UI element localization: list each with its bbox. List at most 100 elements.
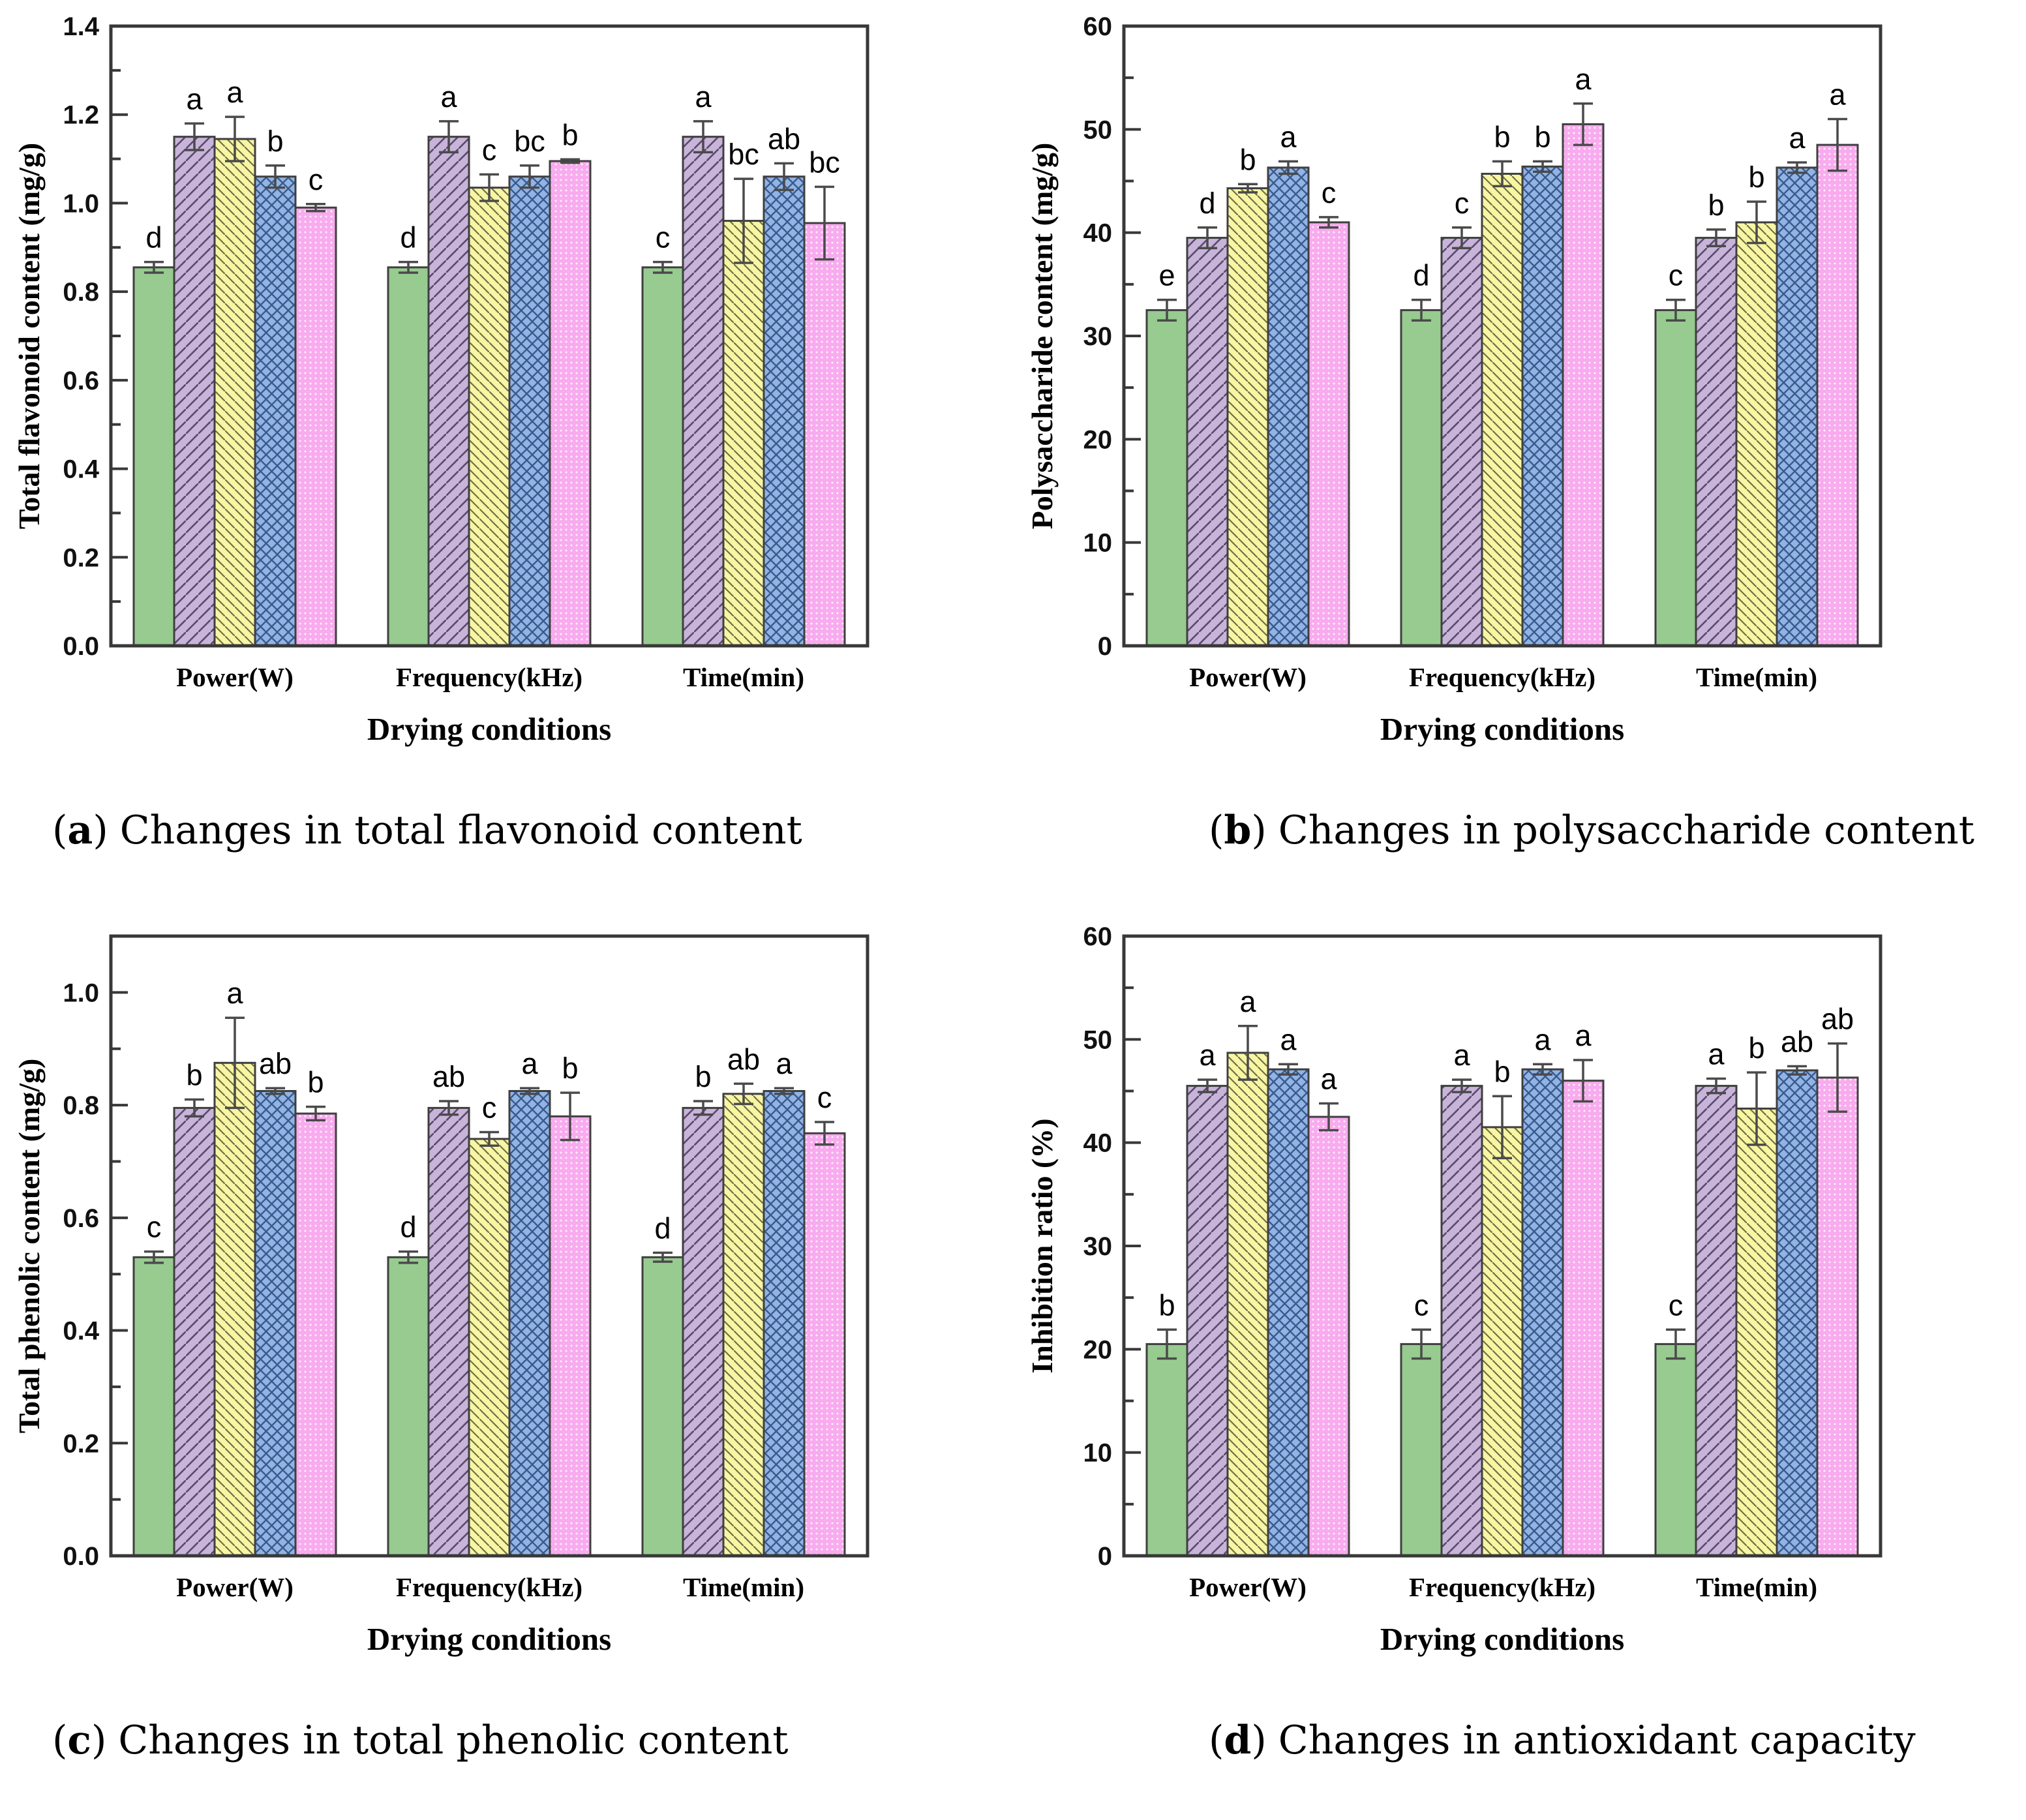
svg-text:0.4: 0.4 [63,455,99,484]
caption-paren-open: ( [52,807,68,853]
caption-b: (b) Changes in polysaccharide content [1013,750,2026,910]
caption-letter: b [1224,807,1252,853]
svg-text:b: b [695,1060,711,1093]
svg-text:Drying conditions: Drying conditions [367,711,611,747]
svg-text:1.0: 1.0 [63,189,99,218]
caption-text: Changes in polysaccharide content [1278,807,1974,853]
svg-text:Time(min): Time(min) [1696,1572,1817,1602]
svg-text:Frequency(kHz): Frequency(kHz) [396,662,582,692]
svg-text:Drying conditions: Drying conditions [1380,1621,1624,1657]
svg-text:d: d [1413,259,1429,292]
svg-text:d: d [400,221,416,254]
svg-text:c: c [1669,259,1684,292]
svg-text:Polysaccharide content (mg/g): Polysaccharide content (mg/g) [1025,143,1059,530]
svg-text:a: a [1280,1023,1297,1056]
svg-text:bc: bc [514,125,545,158]
svg-text:a: a [440,80,457,114]
svg-text:0.0: 0.0 [63,632,99,661]
caption-text: Changes in total phenolic content [118,1717,789,1763]
svg-text:a: a [1280,120,1297,153]
svg-text:40: 40 [1083,1129,1113,1158]
svg-text:b: b [1239,143,1256,176]
svg-text:a: a [1239,985,1256,1018]
panel-b: 0 10 20 30 40 50 60 e d b a c Power(W) d c b b a Frequency… [1013,0,2026,910]
svg-text:c: c [482,133,497,166]
svg-text:Power(W): Power(W) [1189,662,1307,692]
svg-text:Time(min): Time(min) [1696,662,1817,692]
svg-text:ab: ab [768,122,800,155]
svg-text:a: a [1453,1039,1470,1072]
svg-text:40: 40 [1083,219,1113,248]
svg-text:60: 60 [1083,922,1113,951]
svg-text:20: 20 [1083,1335,1113,1364]
svg-text:b: b [1748,1031,1764,1065]
caption-paren-open: ( [1209,1717,1224,1763]
svg-text:Power(W): Power(W) [176,1572,294,1602]
svg-text:60: 60 [1083,12,1113,41]
svg-text:Total flavonoid content (mg/g): Total flavonoid content (mg/g) [12,143,46,529]
svg-text:Frequency(kHz): Frequency(kHz) [1409,662,1595,692]
svg-text:a: a [1534,1023,1551,1056]
svg-text:a: a [1199,1039,1216,1072]
svg-text:c: c [1414,1288,1429,1322]
svg-text:1.4: 1.4 [63,12,99,41]
svg-text:a: a [186,82,203,115]
svg-text:Power(W): Power(W) [176,662,294,692]
caption-paren-open: ( [52,1717,68,1763]
svg-text:b: b [186,1058,202,1091]
svg-text:Frequency(kHz): Frequency(kHz) [1409,1572,1595,1602]
svg-text:bc: bc [809,145,840,179]
svg-text:c: c [309,163,324,196]
caption-text: Changes in antioxidant capacity [1278,1717,1916,1763]
svg-text:ab: ab [1781,1025,1813,1059]
svg-text:b: b [1494,120,1510,153]
svg-text:b: b [1158,1288,1175,1322]
svg-text:0.6: 0.6 [63,1204,99,1233]
svg-text:ab: ab [259,1047,292,1080]
caption-d: (d) Changes in antioxidant capacity [1013,1660,2026,1820]
caption-paren-close: ) [93,807,108,853]
svg-text:Time(min): Time(min) [683,1572,804,1602]
svg-text:c: c [817,1081,832,1114]
svg-text:0.0: 0.0 [63,1542,99,1571]
svg-text:Inhibition ratio (%): Inhibition ratio (%) [1025,1118,1059,1373]
svg-text:0.6: 0.6 [63,367,99,395]
svg-text:0.2: 0.2 [63,1429,99,1458]
svg-text:b: b [1494,1055,1510,1088]
svg-text:a: a [1575,63,1592,96]
svg-text:30: 30 [1083,322,1113,351]
svg-text:a: a [1708,1038,1725,1071]
caption-a: (a) Changes in total flavonoid content [0,750,1013,910]
svg-text:e: e [1158,259,1175,292]
svg-text:d: d [1199,187,1215,220]
svg-text:b: b [1748,160,1764,194]
svg-text:a: a [1320,1063,1337,1096]
svg-text:Power(W): Power(W) [1189,1572,1307,1602]
svg-text:ab: ab [727,1042,760,1076]
svg-text:0: 0 [1098,1542,1112,1571]
svg-text:Time(min): Time(min) [683,662,804,692]
svg-text:c: c [1669,1288,1684,1322]
svg-text:20: 20 [1083,425,1113,454]
caption-letter: c [67,1717,91,1763]
svg-text:Drying conditions: Drying conditions [1380,711,1624,747]
svg-text:d: d [400,1211,416,1244]
svg-text:c: c [1322,176,1337,209]
svg-text:b: b [1534,120,1550,153]
svg-text:1.2: 1.2 [63,101,99,130]
caption-letter: d [1224,1717,1252,1763]
svg-text:d: d [654,1211,671,1245]
svg-text:a: a [1829,78,1846,112]
svg-text:c: c [1455,187,1470,220]
svg-text:50: 50 [1083,1025,1113,1054]
caption-paren-open: ( [1209,807,1224,853]
caption-letter: a [67,807,93,853]
svg-text:a: a [1789,121,1806,155]
svg-text:a: a [1575,1019,1592,1052]
svg-text:Total phenolic content (mg/g): Total phenolic content (mg/g) [12,1059,46,1434]
svg-text:ab: ab [1821,1003,1854,1036]
